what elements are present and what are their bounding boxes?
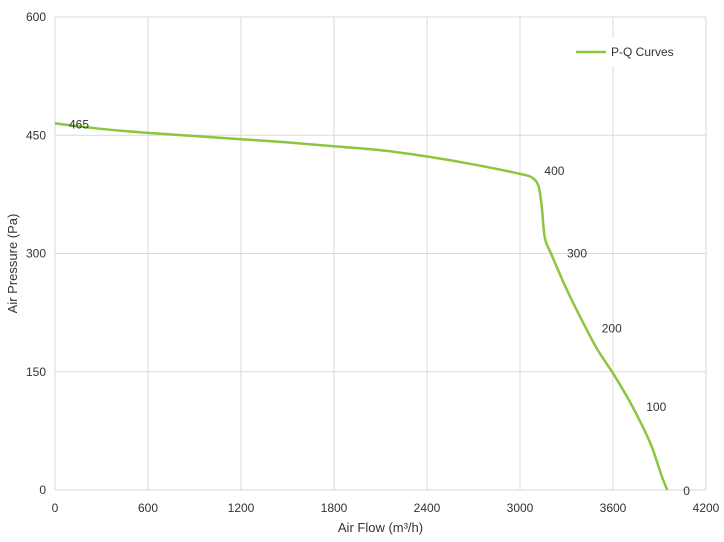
y-tick-label: 150 [26, 365, 46, 379]
y-axis-title: Air Pressure (Pa) [5, 214, 20, 314]
data-label: 0 [683, 484, 690, 498]
x-axis-title: Air Flow (m³/h) [338, 520, 423, 535]
x-tick-label: 3000 [507, 501, 534, 515]
legend: P-Q Curves [568, 38, 688, 66]
x-tick-label: 2400 [414, 501, 441, 515]
y-axis-ticks: 0 150 300 450 600 [26, 10, 46, 497]
y-tick-label: 300 [26, 247, 46, 261]
data-labels: 465 400 300 200 100 0 [69, 117, 690, 498]
data-label: 465 [69, 117, 89, 131]
x-axis-ticks: 0 600 1200 1800 2400 3000 3600 4200 [52, 501, 720, 515]
y-tick-label: 600 [26, 10, 46, 24]
x-tick-label: 0 [52, 501, 59, 515]
x-tick-label: 4200 [693, 501, 720, 515]
grid-layer [54, 16, 707, 491]
data-label: 200 [602, 321, 622, 335]
legend-label: P-Q Curves [611, 45, 674, 59]
y-tick-label: 450 [26, 128, 46, 142]
x-tick-label: 600 [138, 501, 158, 515]
data-label: 400 [544, 164, 564, 178]
x-tick-label: 1800 [321, 501, 348, 515]
x-tick-label: 3600 [600, 501, 627, 515]
data-label: 100 [646, 400, 666, 414]
x-tick-label: 1200 [228, 501, 255, 515]
data-label: 300 [567, 247, 587, 261]
y-tick-label: 0 [39, 483, 46, 497]
series-line-pq-curves [54, 122, 669, 491]
